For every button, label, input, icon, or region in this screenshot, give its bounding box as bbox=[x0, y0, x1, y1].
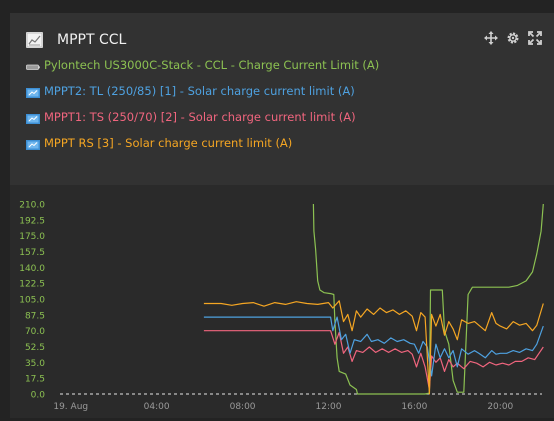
y-tick-label: 35.0 bbox=[25, 359, 45, 369]
y-tick-label: 210.0 bbox=[19, 201, 45, 211]
y-tick-label: 175.0 bbox=[19, 232, 45, 242]
y-tick-label: 87.5 bbox=[25, 311, 45, 321]
legend-label: Pylontech US3000C-Stack - CCL - Charge C… bbox=[44, 58, 380, 72]
widget-tools bbox=[484, 31, 544, 45]
move-icon[interactable] bbox=[484, 31, 498, 45]
y-tick-label: 105.0 bbox=[19, 296, 45, 306]
legend-label: MPPT RS [3] - Solar charge current limit… bbox=[44, 136, 293, 150]
legend-label: MPPT1: TS (250/70) [2] - Solar charge cu… bbox=[44, 110, 356, 124]
x-tick-label: 12:00 bbox=[316, 402, 342, 412]
series-layer bbox=[203, 203, 544, 395]
x-tick-label: 20:00 bbox=[487, 402, 513, 412]
y-tick-label: 122.5 bbox=[19, 280, 45, 290]
gear-icon[interactable] bbox=[506, 31, 520, 45]
x-tick-label: 08:00 bbox=[230, 402, 256, 412]
y-tick-label: 17.5 bbox=[25, 375, 45, 385]
solar-charger-icon bbox=[26, 86, 40, 98]
y-tick-label: 157.5 bbox=[19, 248, 45, 258]
solar-charger-icon bbox=[26, 138, 40, 150]
chart-widget: MPPT CCL bbox=[10, 13, 554, 418]
x-tick-label: 16:00 bbox=[401, 402, 427, 412]
series-line-2[interactable] bbox=[203, 330, 544, 391]
solar-charger-icon bbox=[26, 112, 40, 124]
widget-title: MPPT CCL bbox=[57, 32, 127, 48]
series-line-1[interactable] bbox=[203, 316, 544, 377]
series-line-3[interactable] bbox=[203, 300, 544, 395]
series-line-0[interactable] bbox=[312, 203, 544, 395]
x-axis: 19. Aug 04:00 08:00 12:00 16:00 20:00 bbox=[53, 393, 542, 412]
expand-icon[interactable] bbox=[528, 31, 542, 45]
y-tick-label: 140.0 bbox=[19, 264, 45, 274]
y-axis: 0.0 17.5 35.0 52.5 70.0 87.5 105.0 122.5 140.0 15… bbox=[19, 201, 45, 401]
y-tick-label: 0.0 bbox=[31, 391, 46, 401]
line-chart: 0.0 17.5 35.0 52.5 70.0 87.5 105.0 122.5 140.0 15… bbox=[19, 201, 544, 412]
chart-icon bbox=[26, 32, 43, 48]
y-tick-label: 52.5 bbox=[25, 343, 45, 353]
chart-plot-area: 0.0 17.5 35.0 52.5 70.0 87.5 105.0 122.5 140.0 15… bbox=[10, 185, 554, 418]
y-tick-label: 192.5 bbox=[19, 216, 45, 226]
x-tick-label: 19. Aug bbox=[53, 402, 88, 412]
y-tick-label: 70.0 bbox=[25, 327, 45, 337]
x-tick-label: 04:00 bbox=[144, 402, 170, 412]
legend-label: MPPT2: TL (250/85) [1] - Solar charge cu… bbox=[44, 84, 355, 98]
battery-icon bbox=[26, 60, 40, 70]
